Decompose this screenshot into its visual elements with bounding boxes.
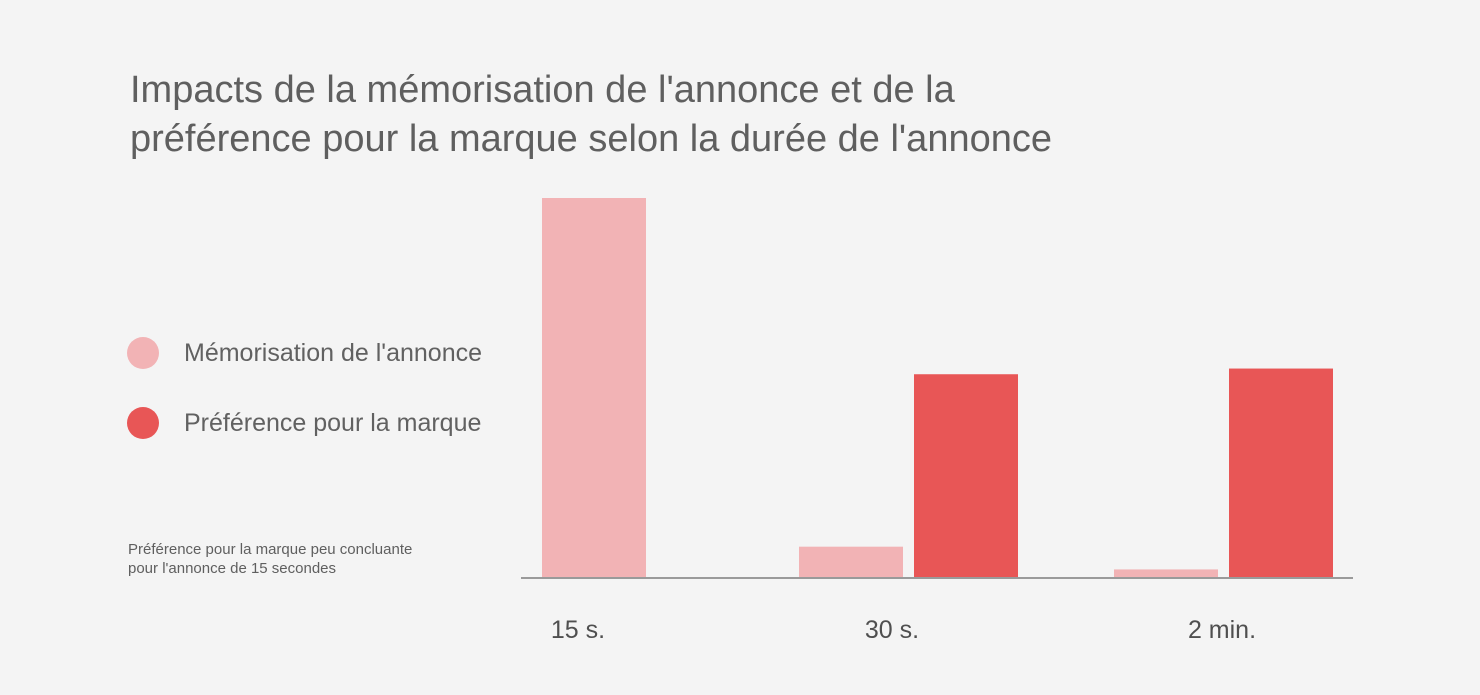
legend-swatch-preference (127, 407, 159, 439)
bar-memorisation-0 (542, 198, 646, 577)
chart-footnote-line-1: Préférence pour la marque peu concluante (128, 541, 413, 558)
chart-footnote-line-2: pour l'annonce de 15 secondes (128, 560, 337, 577)
chart-title: Impacts de la mémorisation de l'annonce … (130, 66, 1130, 164)
legend-item-memorisation: Mémorisation de l'annonce (127, 334, 482, 372)
chart-legend: Mémorisation de l'annonce Préférence pou… (127, 334, 482, 474)
legend-item-preference: Préférence pour la marque (127, 404, 482, 442)
bar-memorisation-1 (799, 546, 903, 577)
x-tick-label-2: 2 min. (1188, 616, 1256, 644)
x-tick-label-0: 15 s. (551, 616, 605, 644)
chart-title-line-1: Impacts de la mémorisation de l'annonce … (130, 69, 955, 111)
x-tick-label-1: 30 s. (865, 616, 919, 644)
bar-memorisation-2 (1114, 569, 1218, 577)
legend-label-memorisation: Mémorisation de l'annonce (184, 338, 482, 367)
legend-swatch-memorisation (127, 337, 159, 369)
chart-title-line-2: préférence pour la marque selon la durée… (130, 118, 1052, 160)
chart-footnote: Préférence pour la marque peu concluante… (128, 540, 412, 578)
bar-preference-2 (1229, 368, 1333, 577)
legend-label-preference: Préférence pour la marque (184, 408, 482, 437)
bar-preference-1 (914, 374, 1018, 577)
